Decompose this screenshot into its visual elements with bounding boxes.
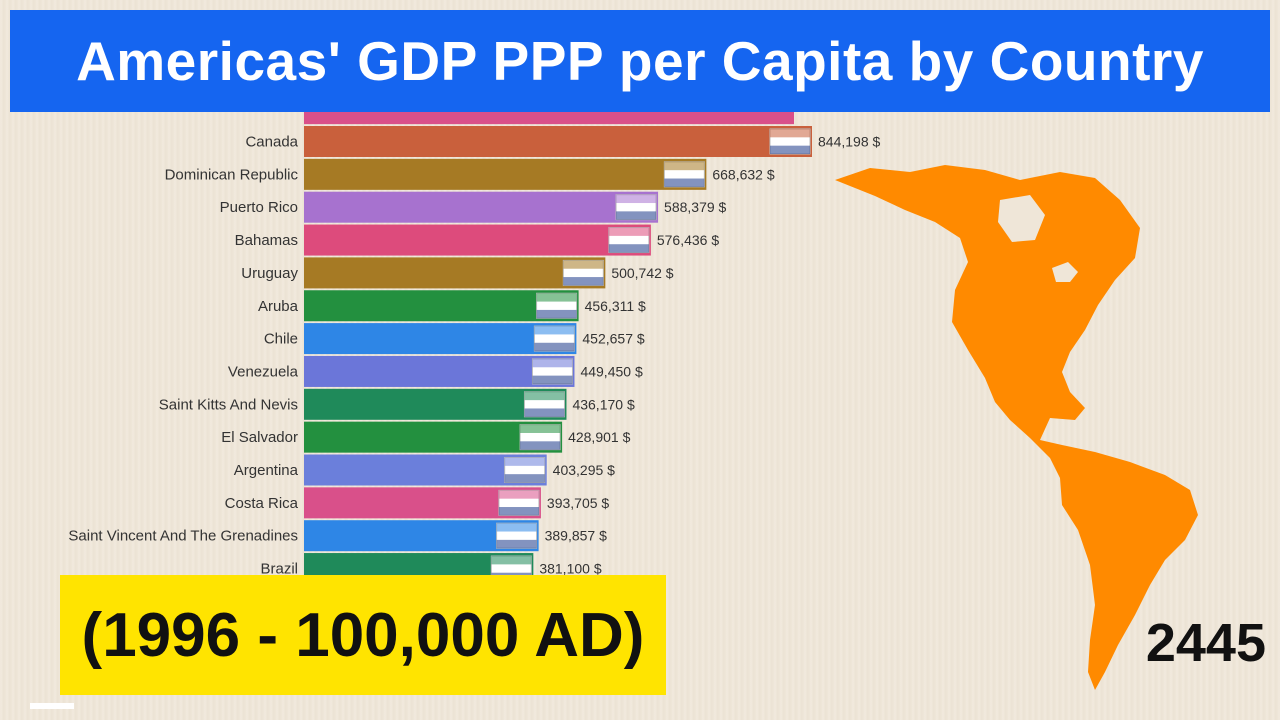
saint-vincent-and-the-grenadines-flag <box>496 522 538 549</box>
category-label: Argentina <box>234 462 299 479</box>
category-label: Puerto Rico <box>220 199 298 216</box>
venezuela-flag <box>531 358 573 385</box>
bars-group: Canada 844,198 $ Dominican Republic 668,632… <box>68 93 880 585</box>
value-label: 428,901 $ <box>568 429 630 445</box>
category-label: Bahamas <box>235 232 298 249</box>
date-range-box: (1996 - 100,000 AD) <box>60 575 666 695</box>
bahamas-flag <box>608 227 650 254</box>
argentina-flag <box>504 457 546 483</box>
value-label: 668,632 $ <box>712 166 774 182</box>
category-label: Venezuela <box>228 363 299 380</box>
value-label: 381,100 $ <box>539 561 601 577</box>
canada-flag <box>769 128 811 155</box>
category-label: Dominican Republic <box>165 166 299 183</box>
category-label: Saint Kitts And Nevis <box>159 396 298 413</box>
date-range-label: (1996 - 100,000 AD) <box>81 600 645 670</box>
bar <box>304 126 812 157</box>
value-label: 393,705 $ <box>547 495 609 511</box>
year-counter: 2445 <box>1145 613 1266 673</box>
value-label: 449,450 $ <box>580 363 642 379</box>
value-label: 452,657 $ <box>582 331 644 347</box>
chile-flag <box>533 325 575 352</box>
bar <box>304 355 575 387</box>
americas-map-icon <box>835 165 1198 690</box>
great-lakes-shape <box>1052 262 1078 282</box>
bar <box>304 224 651 256</box>
value-label: 588,379 $ <box>664 199 726 215</box>
aruba-flag <box>536 292 578 319</box>
bar <box>304 290 579 322</box>
saint-kitts-and-nevis-flag <box>523 391 565 418</box>
bar <box>304 158 707 190</box>
costa-rica-flag <box>498 489 540 516</box>
uruguay-flag <box>562 259 604 286</box>
chart-title: Americas' GDP PPP per Capita by Country <box>76 30 1204 92</box>
category-label: Aruba <box>258 298 299 315</box>
category-label: Chile <box>264 331 298 348</box>
americas-map-shape <box>835 165 1198 690</box>
value-label: 576,436 $ <box>657 232 719 248</box>
hudson-bay-shape <box>998 195 1045 242</box>
bar <box>304 323 577 355</box>
category-label: Uruguay <box>241 265 298 282</box>
dominican-republic-flag <box>663 161 705 188</box>
category-label: El Salvador <box>221 429 298 446</box>
category-label: Costa Rica <box>225 495 299 512</box>
value-label: 389,857 $ <box>545 528 607 544</box>
category-label: Saint Vincent And The Grenadines <box>68 528 298 545</box>
bar <box>304 191 659 223</box>
title-banner: Americas' GDP PPP per Capita by Country <box>10 10 1270 112</box>
value-label: 844,198 $ <box>818 134 880 150</box>
value-label: 500,742 $ <box>611 265 673 281</box>
value-label: 403,295 $ <box>553 462 615 478</box>
el-salvador-flag <box>519 424 561 451</box>
category-label: Brazil <box>260 561 298 578</box>
puerto-rico-flag <box>615 194 657 221</box>
value-label: 456,311 $ <box>585 298 646 314</box>
bar <box>304 388 567 420</box>
value-label: 436,170 $ <box>572 396 634 412</box>
bar <box>304 421 563 453</box>
category-label: Canada <box>245 134 298 151</box>
bar <box>304 257 606 289</box>
video-progress-indicator <box>30 703 74 709</box>
